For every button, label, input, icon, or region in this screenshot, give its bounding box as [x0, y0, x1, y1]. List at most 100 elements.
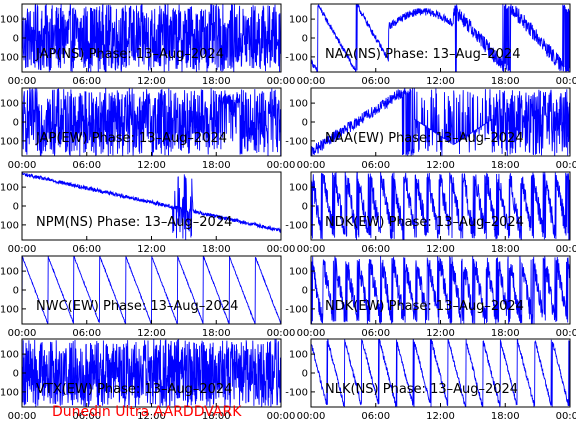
phase-trace — [311, 4, 570, 72]
x-tick-label: 12:00 — [426, 411, 455, 422]
x-tick-label: 18:00 — [202, 76, 231, 87]
x-tick-label: 12:00 — [426, 244, 455, 255]
phase-trace — [311, 88, 570, 156]
phase-panel-naa-ew: 100 0 -100 00:00 06:00 12:00 18:00 00:00 NAA(EW)… — [285, 87, 576, 171]
y-tick-label: 100 — [289, 15, 308, 26]
y-tick-label: 0 — [302, 118, 308, 129]
x-tick-label: 18:00 — [491, 411, 520, 422]
phase-trace — [311, 172, 570, 240]
x-tick-label: 00:00 — [267, 76, 296, 87]
y-tick-label: 0 — [302, 202, 308, 213]
phase-panel-vtx-ew: 100 0 -100 00:00 06:00 12:00 18:00 00:00 VTX(EW)… — [0, 338, 296, 422]
panel-title: NWC(EW) Phase: 13–Aug–2024 — [36, 299, 238, 314]
y-tick-label: -100 — [285, 52, 308, 63]
y-tick-label: 100 — [0, 15, 19, 26]
y-tick-label: 100 — [289, 267, 308, 278]
x-tick-label: 00:00 — [8, 76, 37, 87]
x-tick-label: 18:00 — [491, 160, 520, 171]
x-tick-label: 00:00 — [556, 76, 576, 87]
x-tick-label: 06:00 — [361, 411, 390, 422]
panel-title: NAA(NS) Phase: 13–Aug–2024 — [325, 47, 520, 62]
x-tick-label: 12:00 — [426, 328, 455, 339]
phase-trace — [311, 256, 570, 324]
panel-title: NAA(EW) Phase: 13–Aug–2024 — [325, 131, 524, 146]
x-tick-label: 18:00 — [202, 244, 231, 255]
y-tick-label: -100 — [0, 52, 19, 63]
x-tick-label: 00:00 — [267, 328, 296, 339]
phase-panel-nlk-ns: 100 0 -100 00:00 06:00 12:00 18:00 00:00 NLK(NS)… — [285, 338, 576, 422]
x-tick-label: 00:00 — [267, 244, 296, 255]
y-tick-label: -100 — [0, 304, 19, 315]
x-tick-label: 12:00 — [137, 76, 166, 87]
x-tick-label: 12:00 — [137, 160, 166, 171]
panel-title: NPM(NS) Phase: 13–Aug–2024 — [36, 215, 232, 230]
y-tick-label: 100 — [289, 99, 308, 110]
x-tick-label: 00:00 — [267, 411, 296, 422]
phase-panel-naa-ns: 100 0 -100 00:00 06:00 12:00 18:00 00:00 NAA(NS)… — [285, 3, 576, 87]
x-tick-label: 18:00 — [202, 160, 231, 171]
y-tick-label: 100 — [0, 350, 19, 361]
y-tick-label: 100 — [0, 99, 19, 110]
x-tick-label: 00:00 — [267, 160, 296, 171]
x-tick-label: 06:00 — [72, 328, 101, 339]
footer-label: Dunedin Ultra AARDDVARK — [52, 404, 242, 420]
panel-title: NDK(EW) Phase: 13–Aug–2024 — [325, 215, 524, 230]
phase-trace — [22, 339, 281, 407]
phase-panel-npm-ns: 100 0 -100 00:00 06:00 12:00 18:00 00:00 NPM(NS)… — [0, 171, 296, 255]
y-tick-label: 0 — [13, 118, 19, 129]
x-tick-label: 18:00 — [202, 328, 231, 339]
panel-title: NLK(NS) Phase: 13–Aug–2024 — [325, 382, 518, 397]
y-tick-label: 0 — [13, 202, 19, 213]
y-tick-label: 0 — [302, 34, 308, 45]
x-tick-label: 00:00 — [297, 76, 326, 87]
phase-panel-ndk-ew-2: 100 0 -100 00:00 06:00 12:00 18:00 00:00 NDK(EW)… — [285, 255, 576, 339]
x-tick-label: 06:00 — [72, 160, 101, 171]
x-tick-label: 06:00 — [361, 76, 390, 87]
y-tick-label: -100 — [285, 387, 308, 398]
phase-trace — [22, 172, 281, 240]
y-tick-label: 0 — [13, 286, 19, 297]
y-tick-label: 100 — [0, 183, 19, 194]
x-tick-label: 00:00 — [556, 244, 576, 255]
x-tick-label: 00:00 — [8, 160, 37, 171]
x-tick-label: 12:00 — [137, 328, 166, 339]
x-tick-label: 00:00 — [8, 244, 37, 255]
panel-title: VTX(EW) Phase: 13–Aug–2024 — [36, 382, 232, 397]
panel-title: JAP(EW) Phase: 13–Aug–2024 — [35, 131, 227, 146]
y-tick-label: 100 — [289, 183, 308, 194]
y-tick-label: 100 — [0, 267, 19, 278]
x-tick-label: 18:00 — [202, 411, 231, 422]
panel-title: NDK(EW) Phase: 13–Aug–2024 — [325, 299, 524, 314]
x-tick-label: 12:00 — [426, 76, 455, 87]
y-tick-label: 0 — [13, 369, 19, 380]
phase-panel-jap-ns: 100 0 -100 00:00 06:00 12:00 18:00 00:00 JAP(NS)… — [0, 3, 296, 87]
panel-title: JAP(NS) Phase: 13–Aug–2024 — [35, 47, 224, 62]
x-tick-label: 00:00 — [297, 328, 326, 339]
x-tick-label: 00:00 — [297, 160, 326, 171]
y-tick-label: 100 — [289, 350, 308, 361]
phase-panel-nwc-ew: 100 0 -100 00:00 06:00 12:00 18:00 00:00 NWC(EW)… — [0, 255, 296, 339]
phase-trace — [311, 339, 570, 407]
y-tick-label: 0 — [302, 286, 308, 297]
x-tick-label: 06:00 — [361, 328, 390, 339]
phase-trace — [22, 4, 281, 72]
x-tick-label: 00:00 — [556, 160, 576, 171]
y-tick-label: -100 — [285, 304, 308, 315]
x-tick-label: 00:00 — [8, 411, 37, 422]
x-tick-label: 18:00 — [491, 328, 520, 339]
y-tick-label: 0 — [13, 34, 19, 45]
x-tick-label: 12:00 — [137, 411, 166, 422]
y-tick-label: 0 — [302, 369, 308, 380]
x-tick-label: 12:00 — [426, 160, 455, 171]
x-tick-label: 06:00 — [72, 76, 101, 87]
y-tick-label: -100 — [0, 387, 19, 398]
x-tick-label: 12:00 — [137, 244, 166, 255]
x-tick-label: 00:00 — [8, 328, 37, 339]
phase-panel-ndk-ew-1: 100 0 -100 00:00 06:00 12:00 18:00 00:00 NDK(EW)… — [285, 171, 576, 255]
y-tick-label: -100 — [285, 220, 308, 231]
x-tick-label: 00:00 — [297, 244, 326, 255]
x-tick-label: 00:00 — [556, 328, 576, 339]
y-tick-label: -100 — [0, 136, 19, 147]
x-tick-label: 00:00 — [556, 411, 576, 422]
